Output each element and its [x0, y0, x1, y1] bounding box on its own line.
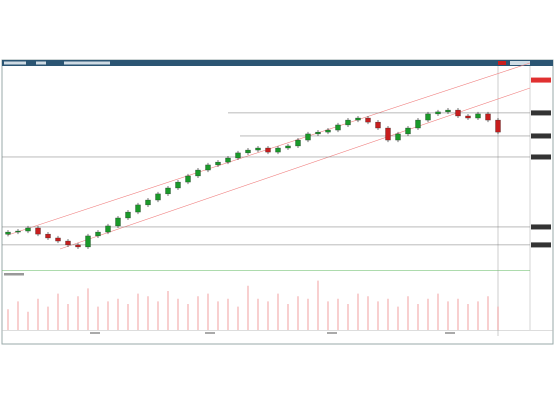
candle-body [455, 109, 461, 117]
candle-body [125, 211, 131, 219]
candle-body [155, 193, 161, 201]
candle-body [365, 117, 371, 123]
interval-field[interactable] [36, 61, 46, 65]
candle-body [165, 187, 171, 195]
candle-body [215, 161, 221, 166]
candle-body [255, 147, 261, 151]
candle-body [55, 237, 61, 242]
candle-body [115, 217, 121, 227]
price-level-tag [531, 224, 551, 230]
candle-body [325, 129, 331, 133]
candle-body [15, 230, 21, 233]
candle-body [415, 119, 421, 129]
candle-body [495, 119, 501, 133]
candle-body [475, 113, 481, 119]
candle-body [345, 119, 351, 126]
candle-body [95, 231, 101, 237]
candle-body [195, 169, 201, 177]
price-level-tag [531, 242, 551, 248]
price-level-tag [531, 133, 551, 139]
candle-body [85, 235, 91, 248]
date-label [205, 332, 215, 334]
candle-body [25, 227, 31, 232]
date-label [327, 332, 337, 334]
volume-label [4, 273, 24, 276]
candle-body [225, 157, 231, 163]
candle-body [205, 164, 211, 171]
candle-body [295, 139, 301, 147]
candle-body [185, 175, 191, 183]
candle-body [315, 131, 321, 135]
candle-body [335, 124, 341, 131]
symbol-field[interactable] [4, 61, 26, 65]
candle-body [235, 152, 241, 159]
price-level-tag [531, 110, 551, 116]
toolbar[interactable] [2, 60, 553, 66]
candle-body [75, 244, 81, 248]
candle-body [285, 145, 291, 149]
candle-body [5, 231, 11, 235]
candle-body [405, 127, 411, 135]
candle-body [105, 225, 111, 233]
trend-channel [59, 87, 531, 250]
candle-body [65, 240, 71, 246]
candle-body [395, 133, 401, 141]
date-field[interactable] [64, 61, 110, 65]
candle-body [265, 147, 271, 153]
candle-body [45, 233, 51, 239]
price-level-tag [531, 154, 551, 160]
candle-body [175, 181, 181, 189]
candle-body [35, 227, 41, 235]
candle-body [135, 204, 141, 213]
candle-body [145, 199, 151, 206]
candle-body [275, 147, 281, 153]
date-label [445, 332, 455, 334]
candle-body [375, 121, 381, 129]
price-level-tag [531, 77, 551, 83]
candle-body [485, 113, 491, 121]
candle-body [425, 113, 431, 121]
toolbar-button[interactable] [510, 61, 530, 65]
candle-body [385, 127, 391, 141]
candle-body [445, 109, 451, 113]
candle-body [465, 115, 471, 119]
candle-body [245, 149, 251, 154]
window-frame [1, 59, 554, 345]
candle-body [355, 117, 361, 121]
candle-body [435, 111, 441, 115]
toolbar-button[interactable] [498, 61, 506, 65]
candle-body [305, 133, 311, 141]
date-label [90, 332, 100, 334]
